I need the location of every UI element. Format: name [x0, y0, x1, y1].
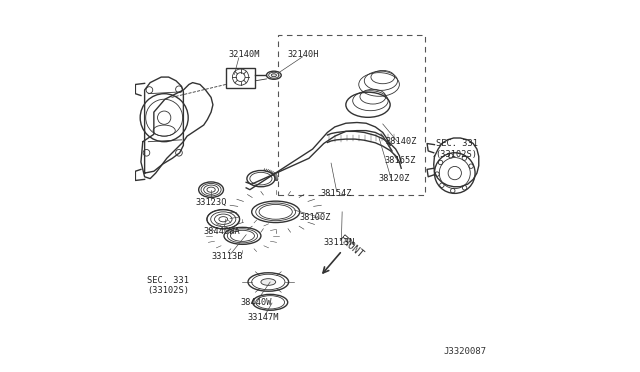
Text: SEC. 331
(33102S): SEC. 331 (33102S) — [436, 140, 477, 159]
Text: 38120Z: 38120Z — [378, 174, 410, 183]
Text: SEC. 331
(33102S): SEC. 331 (33102S) — [147, 276, 189, 295]
Text: 33113B: 33113B — [211, 251, 243, 261]
Ellipse shape — [261, 279, 276, 285]
Text: 38440W: 38440W — [241, 298, 272, 307]
Ellipse shape — [271, 74, 276, 77]
Text: 32140M: 32140M — [228, 51, 260, 60]
Text: 32140H: 32140H — [287, 51, 319, 60]
Text: 38154Z: 38154Z — [320, 189, 351, 198]
Text: 33123Q: 33123Q — [195, 198, 227, 207]
Text: J3320087: J3320087 — [443, 347, 486, 356]
Text: 33147M: 33147M — [247, 312, 278, 321]
Text: FRONT: FRONT — [337, 234, 365, 260]
Text: 38100Z: 38100Z — [300, 213, 332, 222]
Text: 38140Z: 38140Z — [385, 137, 417, 146]
Bar — [278, 35, 425, 195]
Text: 33113N: 33113N — [324, 238, 355, 247]
Bar — [226, 68, 255, 88]
Text: 38165Z: 38165Z — [385, 155, 416, 165]
Text: 38440WA: 38440WA — [204, 227, 241, 235]
